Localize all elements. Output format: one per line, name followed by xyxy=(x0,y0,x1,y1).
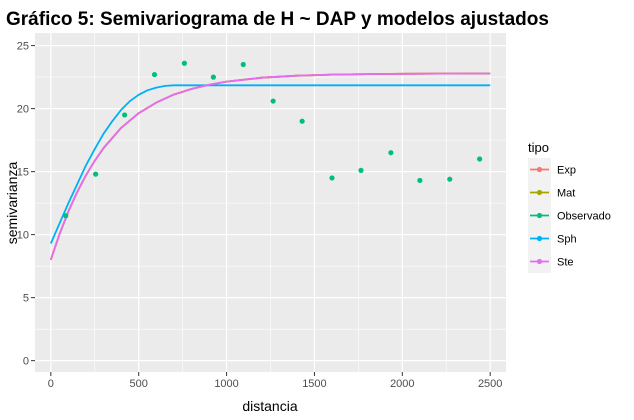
legend-label-exp: Exp xyxy=(557,165,576,177)
legend-title: tipo xyxy=(528,140,549,155)
x-tick-label: 2500 xyxy=(478,378,502,390)
y-tick-label: 10 xyxy=(17,230,29,242)
legend-label-observado: Observado xyxy=(557,211,611,223)
observed-point xyxy=(151,71,158,78)
axis-ticks: 0 500 1000 1500 2000 2500 0 5 10 15 20 25 xyxy=(17,41,503,390)
x-tick-label: 0 xyxy=(48,378,54,390)
observed-point xyxy=(240,61,246,68)
y-tick-label: 0 xyxy=(23,356,29,368)
x-tick-label: 500 xyxy=(130,378,148,390)
legend-key-point xyxy=(536,166,543,173)
legend-label-sph: Sph xyxy=(557,234,577,246)
x-tick-label: 1500 xyxy=(302,378,326,390)
observed-point xyxy=(388,150,394,156)
observed-point xyxy=(210,74,216,80)
legend-key-point xyxy=(536,258,543,265)
y-tick-label: 25 xyxy=(17,41,29,53)
observed-point xyxy=(299,118,305,124)
x-tick-label: 1000 xyxy=(214,378,238,390)
legend-key-point xyxy=(536,189,543,196)
observed-point xyxy=(329,175,335,181)
series-layer xyxy=(49,72,491,261)
legend-label-ste: Ste xyxy=(557,257,574,269)
y-axis-title: semivarianza xyxy=(4,162,20,245)
observed-point xyxy=(417,177,423,184)
legend-key-point xyxy=(536,235,543,242)
series-line-sph xyxy=(49,84,491,244)
x-tick-label: 2000 xyxy=(390,378,414,390)
y-tick-label: 20 xyxy=(17,104,29,116)
y-tick-label: 15 xyxy=(17,167,29,179)
observed-point xyxy=(447,176,453,182)
observed-point xyxy=(270,98,276,104)
observed-point xyxy=(93,171,99,177)
x-axis-title: distancia xyxy=(242,398,297,414)
chart-title: Gráfico 5: Semivariograma de H ~ DAP y m… xyxy=(6,9,549,30)
series-line-ste xyxy=(49,72,491,261)
legend: tipo Exp Mat Observado Sph Ste xyxy=(528,140,611,273)
y-tick-label: 5 xyxy=(23,293,29,305)
observed-point xyxy=(477,156,483,162)
observed-points xyxy=(63,60,483,219)
legend-key-point xyxy=(536,212,543,219)
observed-point xyxy=(358,167,364,173)
observed-point xyxy=(181,60,187,66)
legend-label-mat: Mat xyxy=(557,188,575,200)
observed-point xyxy=(122,112,128,118)
observed-point xyxy=(63,213,69,219)
